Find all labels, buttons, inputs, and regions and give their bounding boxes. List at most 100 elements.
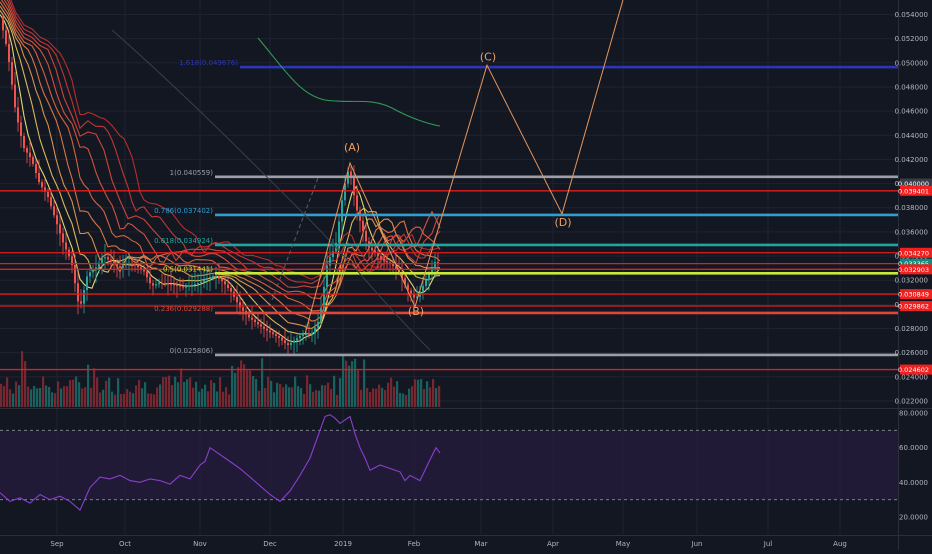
price-axis[interactable]: 0.054000 0.052000 0.050000 0.048000 0.046000… <box>895 11 932 522</box>
drawing-objects[interactable] <box>111 29 441 351</box>
horizontal-levels[interactable]: 1.618(0.049676) 1(0.040559) 0.786(0.037402… <box>0 59 898 371</box>
candle-body <box>206 278 208 280</box>
volume-bar <box>147 393 150 407</box>
price-tag-label: 0.030849 <box>898 291 929 299</box>
time-axis[interactable]: Sep Oct Nov Dec 2019 Feb Mar Apr May Jun Jul Aug <box>50 540 846 548</box>
candle-body <box>5 30 7 44</box>
volume-bar <box>60 388 63 407</box>
volume-bar <box>228 394 231 407</box>
candle-body <box>221 278 223 282</box>
rsi-tick-label: 80.0000 <box>899 410 928 418</box>
candle-body <box>188 285 190 287</box>
volume-bar <box>408 388 411 407</box>
volume-bar <box>159 384 162 407</box>
candle-body <box>32 157 34 164</box>
wave-projection[interactable]: (A) (B) (C) (D) <box>304 0 625 335</box>
volume-bar <box>174 376 177 407</box>
candle-body <box>2 16 4 31</box>
price-tick-label: 0.028000 <box>895 325 928 333</box>
candle-body <box>416 296 418 298</box>
volume-bar <box>105 380 108 407</box>
volume-bar <box>438 386 441 407</box>
candle-body <box>167 283 169 285</box>
candle-body <box>215 275 217 277</box>
candle-body <box>275 334 277 337</box>
candle-body <box>137 265 139 268</box>
candle-body <box>263 326 265 329</box>
volume-bar <box>66 386 69 407</box>
volume-bar <box>48 386 51 407</box>
candle-body <box>134 264 136 266</box>
candle-body <box>272 332 274 335</box>
volume-bar <box>243 364 246 407</box>
volume-bar <box>255 378 258 407</box>
volume-bar <box>177 382 180 407</box>
volume-bar <box>297 386 300 407</box>
volume-bar <box>318 390 321 407</box>
candle-body <box>311 333 313 335</box>
candle-body <box>248 314 250 318</box>
volume-bar <box>165 376 168 407</box>
candle-body <box>149 277 151 284</box>
price-tag-label: 0.029862 <box>898 303 929 311</box>
time-tick-label: Dec <box>263 540 277 548</box>
volume-bar <box>342 354 345 407</box>
candle-body <box>317 321 319 328</box>
volume-bar <box>42 376 45 407</box>
candle-body <box>257 322 259 325</box>
candle-body <box>386 261 388 263</box>
candle-body <box>44 187 46 192</box>
candle-body <box>287 343 289 346</box>
fibonacci-level-label: 0.786(0.037402) <box>154 207 213 215</box>
volume-bar <box>138 379 141 407</box>
candle-body <box>104 257 106 259</box>
price-tag: 0.033365 <box>898 258 932 269</box>
candle-body <box>65 242 67 250</box>
candle-body <box>119 266 121 268</box>
candle-body <box>8 43 10 63</box>
candle-body <box>326 265 328 287</box>
candle-body <box>173 284 175 286</box>
volume-bar <box>261 358 264 407</box>
candle-body <box>122 265 124 268</box>
candle-body <box>113 261 115 264</box>
candle-body <box>377 253 379 256</box>
volume-bar <box>270 380 273 407</box>
volume-bar <box>402 393 405 407</box>
volume-bar <box>87 364 90 407</box>
candle-body <box>344 183 346 201</box>
candle-body <box>110 259 112 262</box>
volume-bar <box>69 380 72 407</box>
candle-body <box>59 224 61 234</box>
candle-body <box>86 276 88 291</box>
volume-bar <box>348 365 351 407</box>
volume-bar <box>375 388 378 407</box>
candle-body <box>17 107 19 123</box>
candle-body <box>260 324 262 327</box>
volume-bar <box>108 377 111 407</box>
volume-bar <box>198 391 201 407</box>
volume-bar <box>291 387 294 407</box>
volume-bar <box>183 381 186 407</box>
price-tag: 0.040000 <box>898 178 932 189</box>
fibonacci-level-label: 1(0.040559) <box>170 169 214 177</box>
volume-bar <box>6 377 9 407</box>
rsi-tick-label: 20.0000 <box>899 514 928 522</box>
price-tag-box <box>900 264 932 275</box>
fibonacci-level-label: 1.618(0.049676) <box>179 59 238 67</box>
volume-bar <box>129 391 132 407</box>
volume-bar <box>126 389 129 407</box>
volume-bar <box>144 382 147 407</box>
volume-bar <box>363 359 366 407</box>
volume-bar <box>327 382 330 407</box>
volume-bar <box>120 393 123 407</box>
candle-body <box>47 191 49 198</box>
candle-body <box>197 283 199 285</box>
price-tag: 0.029862 <box>898 301 932 312</box>
price-tick-label: 0.052000 <box>895 35 928 43</box>
volume-bar <box>39 387 42 407</box>
candle-body <box>434 261 436 268</box>
candle-body <box>290 342 292 346</box>
